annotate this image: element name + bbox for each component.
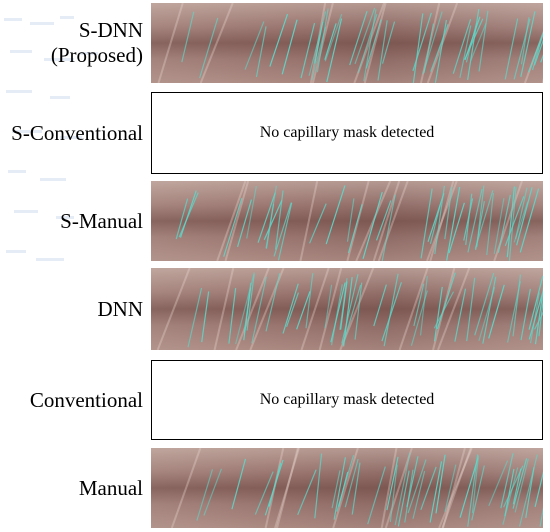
row-manual: Manual (0, 448, 550, 528)
no-mask-message: No capillary mask detected (259, 391, 435, 408)
row-dnn: DNN (0, 268, 550, 350)
row-subtitle: (Proposed) (50, 43, 143, 67)
row-title: S-DNN (78, 18, 143, 42)
row-label: Manual (0, 448, 143, 528)
row-s-dnn: S-DNN (Proposed) (0, 3, 550, 83)
row-title: Conventional (29, 387, 143, 412)
capillary-image (151, 181, 543, 261)
row-label: S-Manual (0, 181, 143, 261)
row-label: S-DNN (Proposed) (0, 3, 143, 83)
empty-mask-panel: No capillary mask detected (151, 360, 543, 440)
row-conventional: Conventional No capillary mask detected (0, 360, 550, 440)
row-title: DNN (97, 296, 144, 321)
row-title: S-Conventional (11, 120, 143, 145)
row-label: Conventional (0, 360, 143, 440)
capillary-image (151, 268, 543, 350)
row-title: S-Manual (60, 208, 143, 233)
empty-mask-panel: No capillary mask detected (151, 92, 543, 174)
row-title: Manual (78, 475, 143, 500)
capillary-image (151, 448, 543, 528)
row-s-manual: S-Manual (0, 181, 550, 261)
no-mask-message: No capillary mask detected (259, 124, 435, 141)
row-label: DNN (0, 268, 144, 350)
row-label: S-Conventional (0, 92, 143, 174)
row-s-conventional: S-Conventional No capillary mask detecte… (0, 92, 550, 174)
capillary-image (151, 3, 543, 83)
